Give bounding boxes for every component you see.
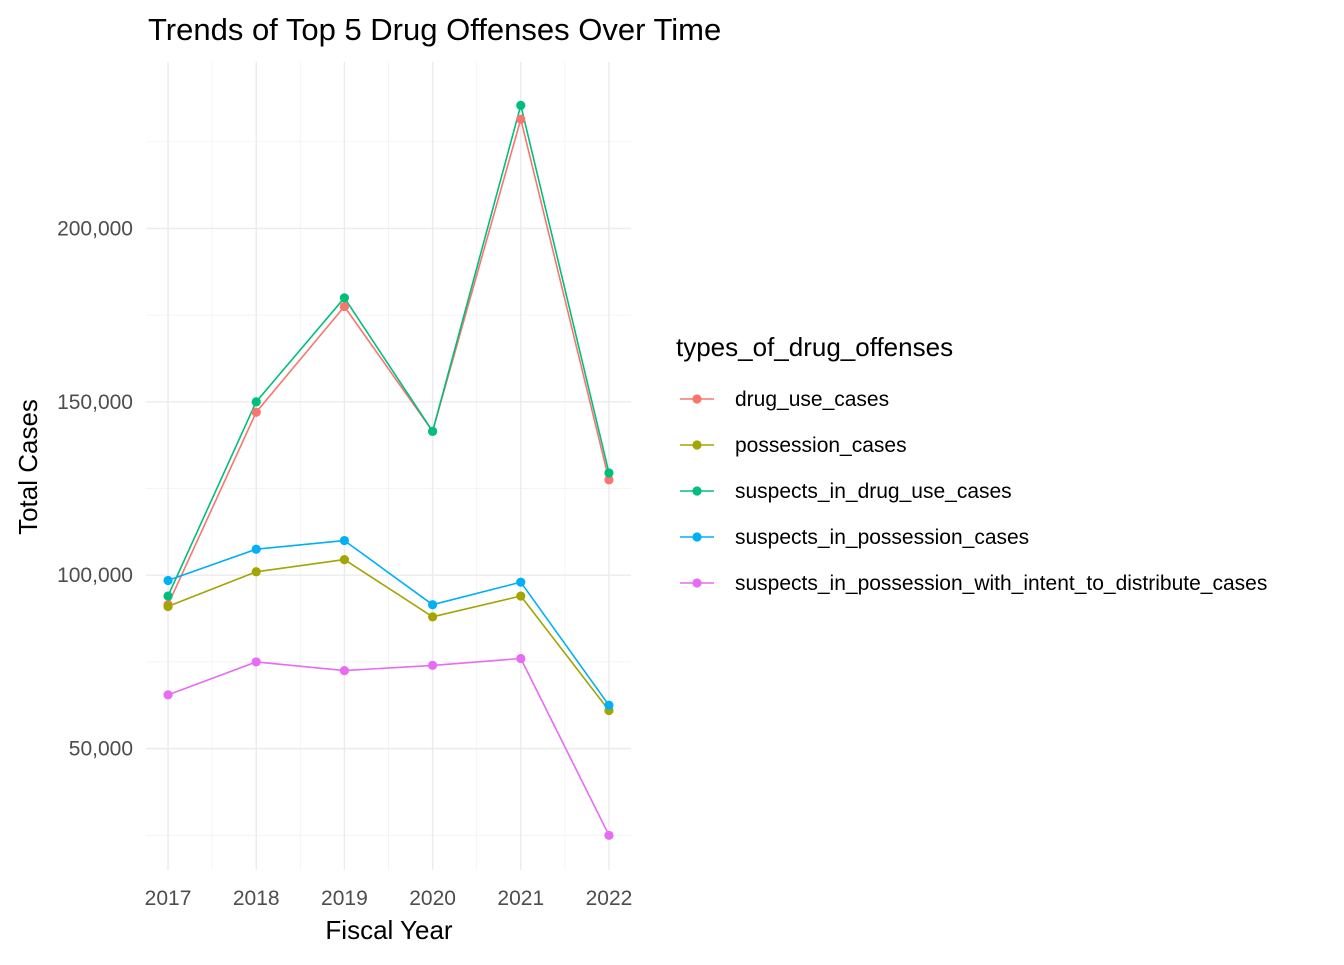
x-tick-label: 2019: [321, 887, 368, 910]
y-tick-label: 200,000: [57, 217, 133, 240]
series-line-suspects_in_possession_cases: [167, 539, 610, 706]
legend-item: suspects_in_possession_cases: [680, 526, 1029, 549]
data-point-suspects_in_drug_use_cases: [339, 293, 350, 303]
legend-label: suspects_in_possession_cases: [735, 526, 1029, 549]
legend-key-point: [692, 532, 702, 542]
legend-items: drug_use_cases possession_cases suspects_i…: [680, 388, 1267, 595]
legend-key-point: [692, 440, 702, 450]
data-point-possession_cases: [163, 601, 173, 612]
x-tick-label: 2021: [497, 887, 544, 910]
data-point-possession_cases: [427, 612, 438, 622]
legend-key-point: [692, 578, 702, 588]
chart-title: Trends of Top 5 Drug Offenses Over Time: [148, 12, 721, 47]
legend-label: drug_use_cases: [735, 388, 889, 411]
legend-item: suspects_in_drug_use_cases: [680, 480, 1012, 503]
data-point-possession_cases: [339, 555, 350, 565]
series-line-drug_use_cases: [167, 118, 610, 606]
y-axis-title: Total Cases: [13, 399, 43, 535]
x-tick-label: 2018: [233, 887, 280, 910]
data-point-drug_use_cases: [604, 475, 614, 485]
data-point-suspects_in_possession_with_intent_to_distribute_cases: [604, 830, 614, 840]
data-point-suspects_in_possession_with_intent_to_distribute_cases: [163, 690, 173, 700]
legend-label: suspects_in_drug_use_cases: [735, 480, 1012, 503]
data-point-possession_cases: [516, 591, 526, 601]
legend-item: drug_use_cases: [680, 388, 889, 411]
data-point-suspects_in_possession_cases: [163, 575, 173, 586]
data-point-suspects_in_possession_with_intent_to_distribute_cases: [339, 666, 350, 676]
data-point-suspects_in_drug_use_cases: [427, 426, 438, 436]
axis-labels: 2017 2018 2019 2020 2021 2022 50,000 100,000 150…: [57, 217, 632, 910]
x-tick-label: 2017: [145, 887, 192, 910]
legend-title: types_of_drug_offenses: [676, 332, 953, 362]
data-point-suspects_in_possession_with_intent_to_distribute_cases: [251, 657, 261, 667]
data-point-drug_use_cases: [516, 114, 526, 124]
data-point-drug_use_cases: [339, 301, 350, 312]
y-tick-label: 150,000: [57, 391, 133, 414]
data-point-suspects_in_possession_cases: [604, 700, 614, 710]
data-point-drug_use_cases: [251, 407, 261, 417]
series-line-possession_cases: [167, 558, 610, 711]
data-point-suspects_in_drug_use_cases: [604, 468, 614, 478]
data-point-suspects_in_possession_cases: [427, 600, 438, 610]
series-lines: [167, 104, 610, 836]
legend-key-point: [692, 486, 702, 496]
legend-label: possession_cases: [735, 434, 907, 457]
data-point-suspects_in_drug_use_cases: [163, 591, 173, 601]
legend-item: possession_cases: [680, 434, 907, 457]
legend-key-point: [692, 394, 702, 404]
data-point-suspects_in_possession_cases: [251, 544, 261, 554]
legend-label: suspects_in_possession_with_intent_to_di…: [735, 572, 1267, 595]
series-line-suspects_in_drug_use_cases: [167, 104, 610, 597]
y-tick-label: 100,000: [57, 564, 133, 587]
legend: types_of_drug_offenses drug_use_casespos…: [676, 332, 1267, 595]
x-axis-title: Fiscal Year: [325, 915, 453, 945]
data-point-suspects_in_possession_cases: [339, 535, 350, 546]
data-point-possession_cases: [251, 567, 261, 577]
series-points: [163, 100, 614, 840]
grid-layer: [146, 62, 631, 870]
y-tick-label: 50,000: [69, 738, 133, 761]
x-tick-label: 2022: [586, 887, 633, 910]
data-point-suspects_in_possession_with_intent_to_distribute_cases: [516, 653, 526, 664]
x-tick-label: 2020: [409, 887, 456, 910]
data-point-suspects_in_possession_cases: [516, 577, 526, 587]
series-line-suspects_in_possession_with_intent_to_distribute_cases: [167, 657, 610, 836]
data-point-suspects_in_drug_use_cases: [516, 100, 526, 110]
data-point-suspects_in_drug_use_cases: [251, 397, 261, 407]
legend-item: suspects_in_possession_with_intent_to_di…: [680, 572, 1267, 595]
data-point-suspects_in_possession_with_intent_to_distribute_cases: [427, 660, 438, 670]
